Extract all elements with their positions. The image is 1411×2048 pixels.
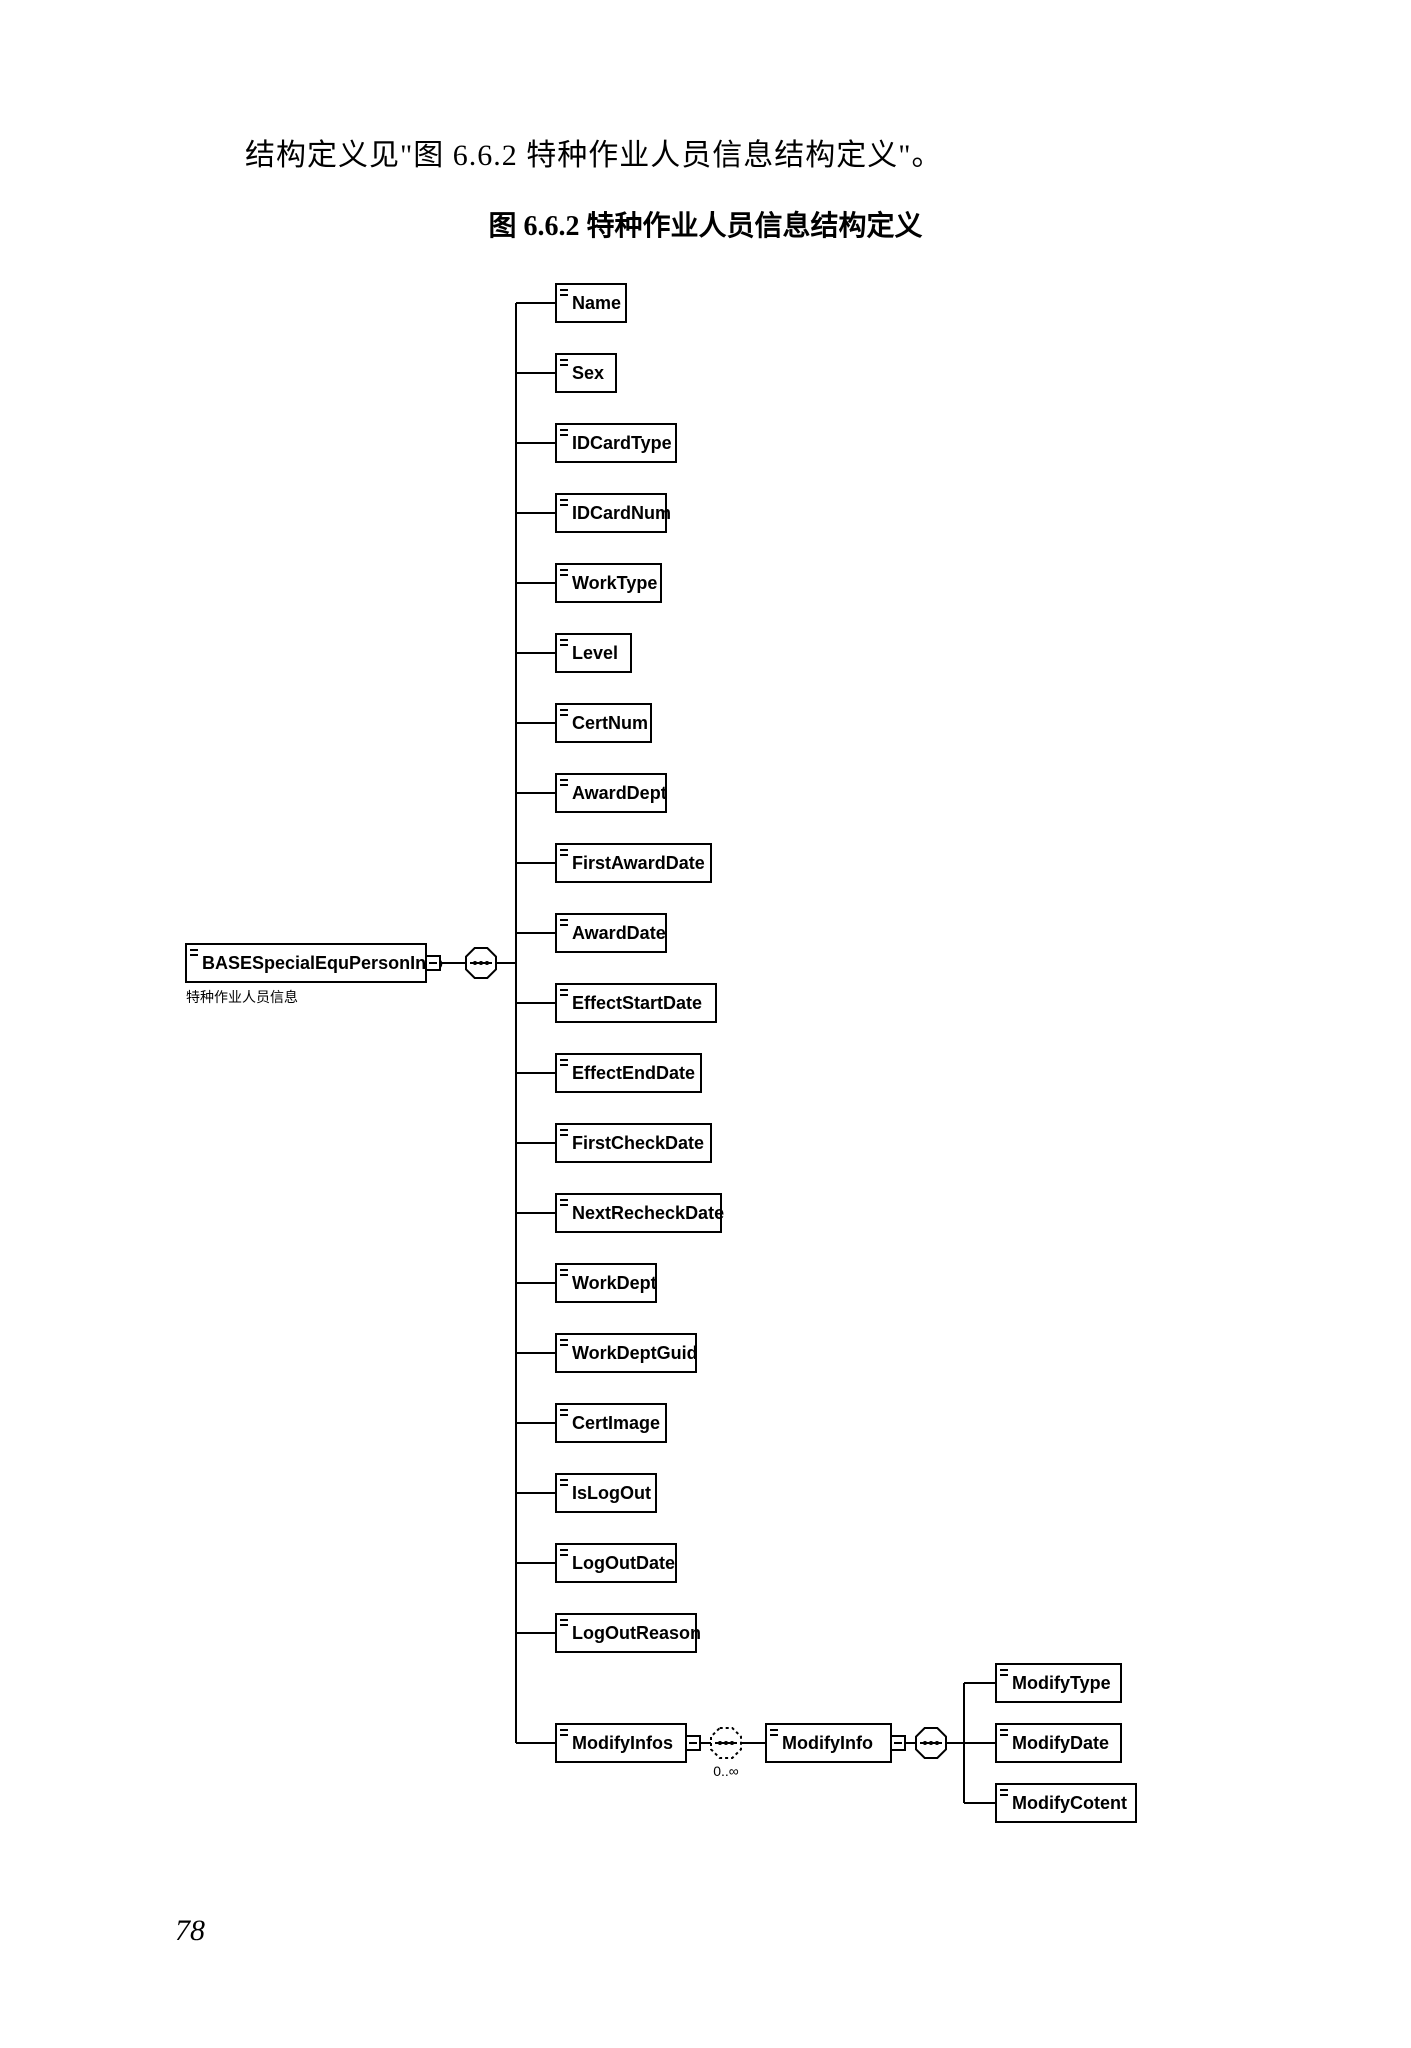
svg-text:AwardDept: AwardDept — [572, 783, 667, 803]
svg-text:FirstAwardDate: FirstAwardDate — [572, 853, 705, 873]
svg-text:NextRecheckDate: NextRecheckDate — [572, 1203, 724, 1223]
diagram-svg: BASESpecialEquPersonInfo 特种作业人员信息 Name Sex I… — [156, 254, 1256, 1864]
svg-text:CertImage: CertImage — [572, 1413, 660, 1433]
svg-text:0..∞: 0..∞ — [713, 1763, 739, 1779]
svg-text:CertNum: CertNum — [572, 713, 648, 733]
svg-text:LogOutDate: LogOutDate — [572, 1553, 675, 1573]
svg-text:特种作业人员信息: 特种作业人员信息 — [186, 989, 298, 1006]
svg-text:ModifyCotent: ModifyCotent — [1012, 1793, 1127, 1813]
svg-text:Sex: Sex — [572, 363, 604, 383]
svg-text:EffectEndDate: EffectEndDate — [572, 1063, 695, 1083]
intro-text: 结构定义见"图 6.6.2 特种作业人员信息结构定义"。 — [245, 130, 1411, 174]
svg-text:AwardDate: AwardDate — [572, 923, 666, 943]
svg-text:FirstCheckDate: FirstCheckDate — [572, 1133, 704, 1153]
svg-text:IsLogOut: IsLogOut — [572, 1483, 651, 1503]
page: 结构定义见"图 6.6.2 特种作业人员信息结构定义"。 图 6.6.2 特种作… — [0, 0, 1411, 2048]
svg-text:IDCardType: IDCardType — [572, 433, 672, 453]
svg-text:WorkDeptGuid: WorkDeptGuid — [572, 1343, 698, 1363]
svg-text:Level: Level — [572, 643, 618, 663]
svg-text:BASESpecialEquPersonInfo: BASESpecialEquPersonInfo — [202, 953, 443, 973]
svg-text:WorkType: WorkType — [572, 573, 657, 593]
page-number: 78 — [175, 1914, 205, 1948]
structure-diagram: BASESpecialEquPersonInfo 特种作业人员信息 Name Sex I… — [156, 254, 1256, 1864]
figure-caption: 图 6.6.2 特种作业人员信息结构定义 — [0, 204, 1411, 244]
svg-text:ModifyInfo: ModifyInfo — [782, 1733, 873, 1753]
svg-text:ModifyInfos: ModifyInfos — [572, 1733, 673, 1753]
svg-text:WorkDept: WorkDept — [572, 1273, 657, 1293]
svg-text:ModifyDate: ModifyDate — [1012, 1733, 1109, 1753]
svg-text:LogOutReason: LogOutReason — [572, 1623, 701, 1643]
svg-text:ModifyType: ModifyType — [1012, 1673, 1111, 1693]
svg-text:EffectStartDate: EffectStartDate — [572, 993, 702, 1013]
svg-text:Name: Name — [572, 293, 621, 313]
svg-text:IDCardNum: IDCardNum — [572, 503, 671, 523]
